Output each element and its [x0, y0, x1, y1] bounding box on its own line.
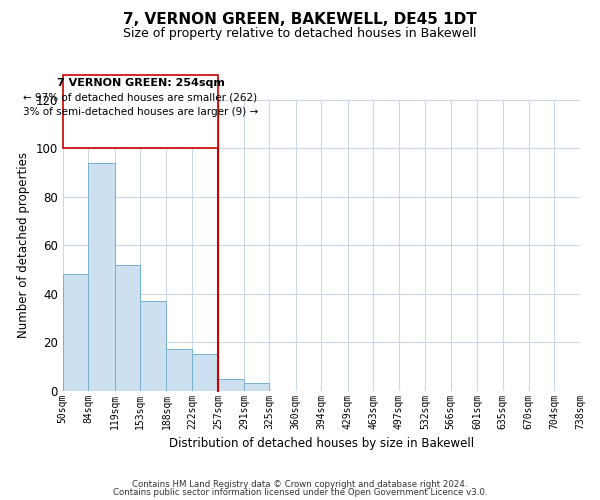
Text: Size of property relative to detached houses in Bakewell: Size of property relative to detached ho… [123, 28, 477, 40]
Text: ← 97% of detached houses are smaller (262): ← 97% of detached houses are smaller (26… [23, 92, 257, 102]
Y-axis label: Number of detached properties: Number of detached properties [17, 152, 30, 338]
Text: Contains public sector information licensed under the Open Government Licence v3: Contains public sector information licen… [113, 488, 487, 497]
FancyBboxPatch shape [62, 76, 218, 148]
Bar [244, 384, 269, 390]
Bar [192, 354, 218, 390]
X-axis label: Distribution of detached houses by size in Bakewell: Distribution of detached houses by size … [169, 437, 474, 450]
Bar [88, 162, 115, 390]
Bar [140, 301, 166, 390]
Text: 3% of semi-detached houses are larger (9) →: 3% of semi-detached houses are larger (9… [23, 106, 258, 117]
Text: Contains HM Land Registry data © Crown copyright and database right 2024.: Contains HM Land Registry data © Crown c… [132, 480, 468, 489]
Bar [115, 264, 140, 390]
Text: 7, VERNON GREEN, BAKEWELL, DE45 1DT: 7, VERNON GREEN, BAKEWELL, DE45 1DT [123, 12, 477, 28]
Text: 7 VERNON GREEN: 254sqm: 7 VERNON GREEN: 254sqm [56, 78, 224, 88]
Bar [218, 378, 244, 390]
Bar [62, 274, 88, 390]
Bar [166, 350, 192, 391]
